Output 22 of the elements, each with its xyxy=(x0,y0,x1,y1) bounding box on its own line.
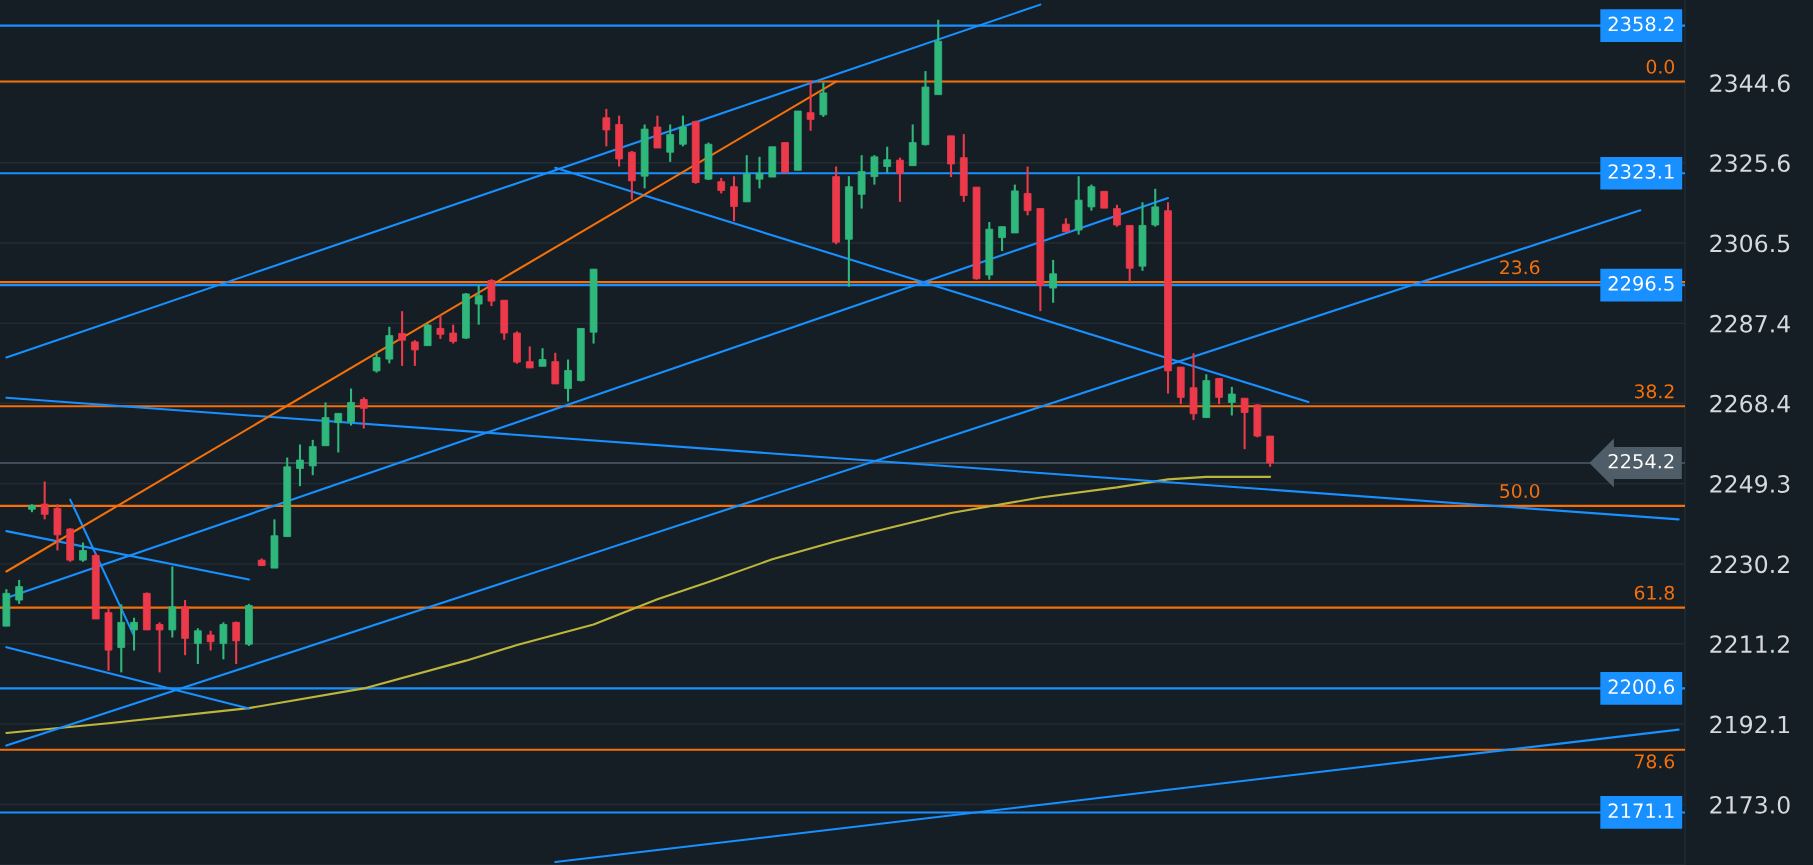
y-tick-label: 2306.5 xyxy=(1710,234,1790,253)
ref-line-label: 2171.1 xyxy=(1608,803,1674,818)
y-tick-label: 2173.0 xyxy=(1710,795,1790,814)
y-tick-label: 2249.3 xyxy=(1710,475,1790,493)
y-tick-label: 2192.1 xyxy=(1710,715,1790,734)
annotation: 61.8 xyxy=(1634,585,1674,600)
annotation: 0.0 xyxy=(1646,59,1675,74)
annotation: 38.2 xyxy=(1634,384,1674,399)
y-tick-label: 2325.6 xyxy=(1710,154,1790,173)
ref-line-label: 2358.2 xyxy=(1608,16,1674,32)
annotation: 78.6 xyxy=(1635,754,1675,769)
y-tick-label: 2344.6 xyxy=(1710,74,1790,93)
y-tick-label: 2230.2 xyxy=(1710,555,1789,574)
ref-line-label: 2323.1 xyxy=(1608,164,1674,179)
annotation: 23.6 xyxy=(1500,260,1540,275)
ref-line-label: 2200.6 xyxy=(1608,679,1675,695)
y-tick-label: 2211.2 xyxy=(1710,635,1789,653)
y-tick-label: 2268.4 xyxy=(1710,394,1790,413)
ref-line-label: 2296.5 xyxy=(1608,276,1674,291)
y-tick-label: 2287.4 xyxy=(1710,314,1790,333)
annotation: 50.0 xyxy=(1500,483,1540,499)
ref-line-label: 2254.2 xyxy=(1608,453,1674,469)
